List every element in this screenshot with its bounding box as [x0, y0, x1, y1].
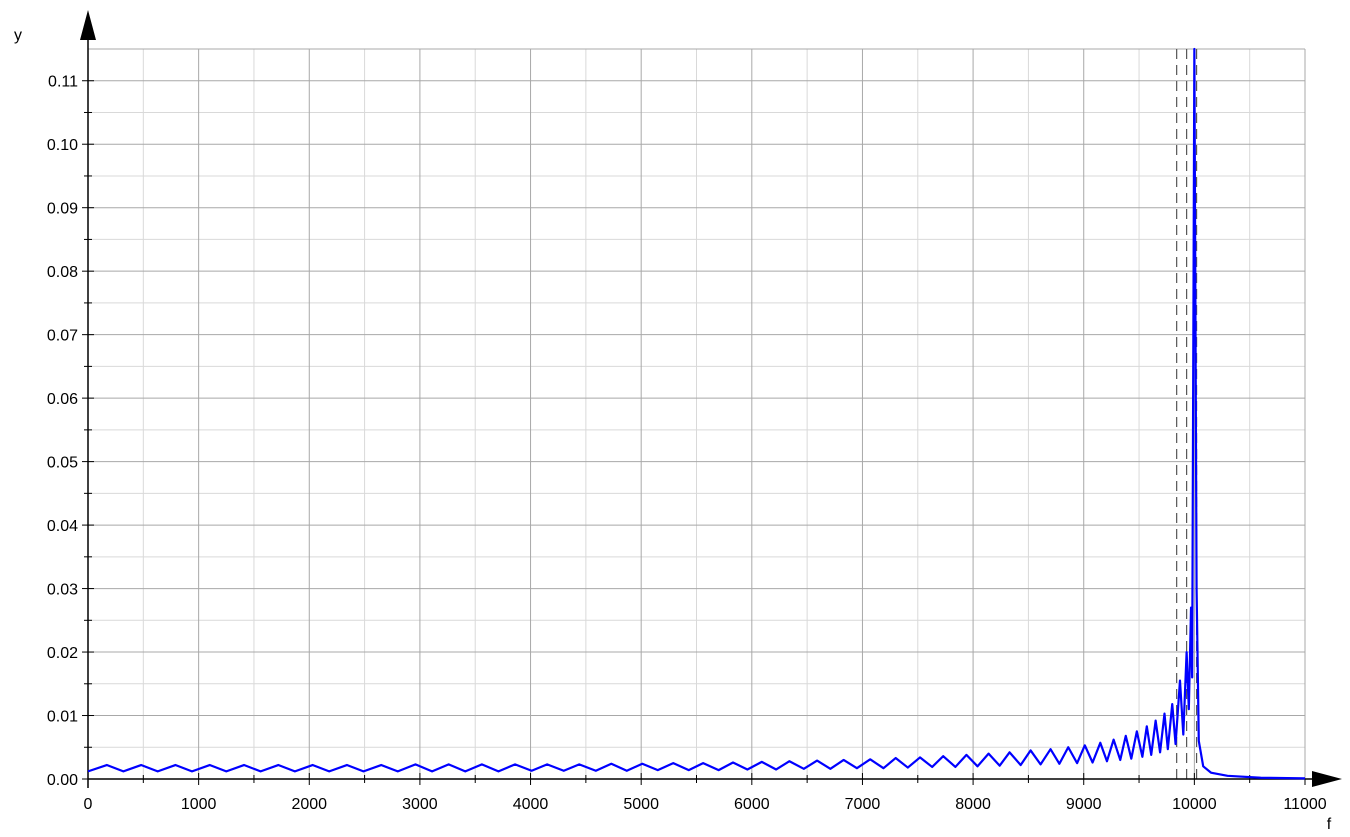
x-tick-label: 3000 — [402, 796, 438, 813]
x-axis-arrow — [1312, 771, 1342, 787]
y-axis-arrow — [80, 10, 96, 40]
x-tick-label: 5000 — [623, 796, 659, 813]
series-line — [87, 47, 1306, 780]
y-tick-label: 0.09 — [47, 201, 78, 218]
x-tick-label: 10000 — [1172, 796, 1217, 813]
y-axis-label: y — [14, 27, 22, 44]
x-tick-label: 7000 — [845, 796, 881, 813]
x-tick-label: 6000 — [734, 796, 770, 813]
y-tick-label: 0.07 — [47, 328, 78, 345]
y-tick-label: 0.06 — [47, 391, 78, 408]
x-tick-label: 2000 — [291, 796, 327, 813]
x-tick-label: 8000 — [955, 796, 991, 813]
y-tick-label: 0.08 — [47, 264, 78, 281]
y-tick-label: 0.02 — [47, 645, 78, 662]
x-tick-label: 11000 — [1283, 796, 1326, 813]
x-axis-label: f — [1327, 816, 1332, 832]
y-tick-label: 0.04 — [47, 518, 78, 535]
x-tick-label: 1000 — [181, 796, 217, 813]
x-tick-label: 0 — [84, 796, 93, 813]
y-tick-label: 0.11 — [48, 74, 78, 91]
y-tick-label: 0.00 — [47, 772, 78, 789]
y-tick-label: 0.10 — [47, 137, 78, 154]
x-tick-label: 4000 — [513, 796, 549, 813]
y-tick-label: 0.05 — [47, 455, 78, 472]
y-tick-label: 0.03 — [47, 582, 78, 599]
x-tick-label: 9000 — [1066, 796, 1102, 813]
y-tick-label: 0.01 — [47, 709, 78, 726]
